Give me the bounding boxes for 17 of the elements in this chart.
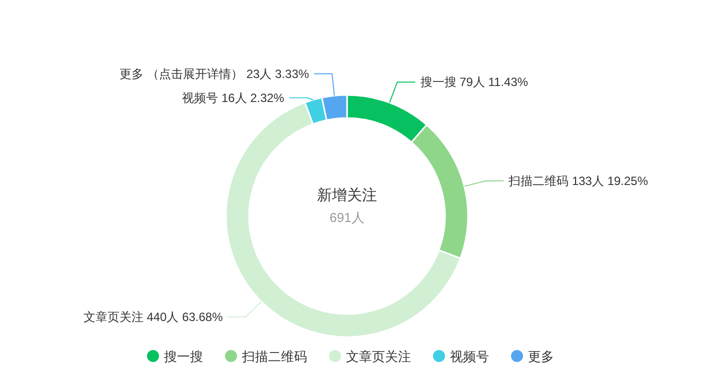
legend-label: 搜一搜 [164,349,203,364]
data-label: 440人 63.68% [143,310,224,324]
text: 新增关注 [317,187,377,204]
data-label: 16人 2.32% [218,90,285,105]
slice-label: 搜一搜 [420,75,456,90]
slice-label: 更多 [120,66,144,81]
data-label: （点击展开详情） 23人 3.33% [144,66,310,81]
legend-label: 视频号 [450,349,489,364]
slice-label: 视频号 [182,90,218,105]
data-label: 133人 19.25% [568,174,648,188]
slice-label: 扫描二维码 [508,174,569,188]
data-label: 79人 11.43% [456,75,528,90]
legend-label: 文章页关注 [346,349,411,364]
legend-label: 扫描二维码 [241,349,307,364]
legend-label: 更多 [528,349,554,364]
text: 691人 [330,210,364,225]
slice-label: 文章页关注 [83,310,144,324]
